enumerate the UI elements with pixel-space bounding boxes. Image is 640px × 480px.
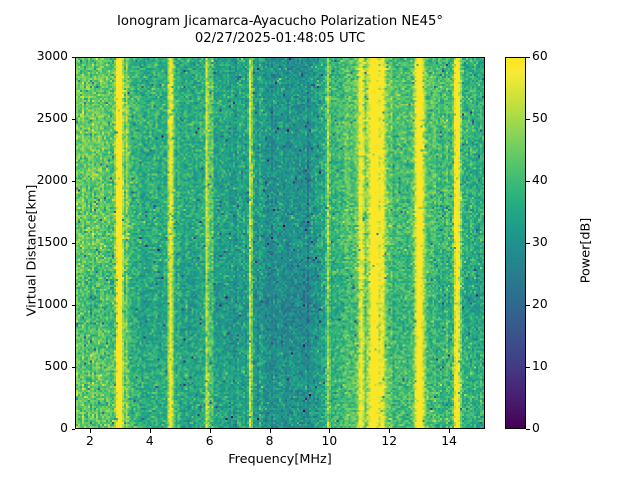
- y-tick-1500: [71, 243, 75, 245]
- colorbar-tick-20: [526, 305, 530, 307]
- colorbar-ticklabel-10: 10: [532, 359, 548, 373]
- figure-title: Ionogram Jicamarca-Ayacucho Polarization…: [0, 14, 560, 47]
- y-ticklabel-2000: 2000: [36, 173, 68, 187]
- ionogram-heatmap-canvas: [76, 58, 484, 428]
- colorbar-gradient: [506, 58, 525, 428]
- x-ticklabel-12: 12: [381, 434, 398, 448]
- y-ticklabel-2500: 2500: [36, 111, 68, 125]
- x-ticklabel-10: 10: [321, 434, 338, 448]
- y-tick-0: [71, 429, 75, 431]
- x-tick-6: [209, 429, 211, 433]
- colorbar-ticklabel-50: 50: [532, 111, 548, 125]
- title-line-1: Ionogram Jicamarca-Ayacucho Polarization…: [117, 14, 443, 29]
- x-tick-14: [449, 429, 451, 433]
- colorbar-tick-10: [526, 367, 530, 369]
- colorbar-tick-50: [526, 119, 530, 121]
- y-tick-1000: [71, 305, 75, 307]
- x-ticklabel-4: 4: [145, 434, 154, 448]
- y-tick-2000: [71, 181, 75, 183]
- ionogram-plot-area: [75, 57, 485, 429]
- y-tick-500: [71, 367, 75, 369]
- y-axis-label: Virtual Distance[km]: [24, 184, 40, 317]
- x-tick-8: [269, 429, 271, 433]
- title-line-2: 02/27/2025-01:48:05 UTC: [194, 30, 366, 46]
- colorbar-ticklabel-60: 60: [532, 49, 548, 63]
- x-ticklabel-14: 14: [441, 434, 457, 448]
- x-tick-2: [89, 429, 92, 433]
- x-axis-label: Frequency[MHz]: [228, 452, 332, 467]
- y-ticklabel-500: 500: [44, 359, 68, 373]
- colorbar-tick-0: [526, 429, 530, 431]
- x-ticklabel-8: 8: [265, 434, 274, 448]
- x-ticklabel-2: 2: [86, 434, 94, 448]
- colorbar-tick-30: [526, 243, 530, 245]
- colorbar-label: Power[dB]: [578, 217, 594, 284]
- x-tick-12: [389, 429, 391, 433]
- colorbar-ticklabel-40: 40: [532, 173, 548, 187]
- colorbar-tick-60: [526, 57, 530, 59]
- x-ticklabel-6: 6: [205, 434, 214, 448]
- x-tick-10: [329, 429, 331, 433]
- y-ticklabel-1000: 1000: [36, 297, 68, 311]
- colorbar-ticklabel-20: 20: [532, 297, 548, 311]
- colorbar-tick-40: [526, 181, 530, 183]
- y-ticklabel-1500: 1500: [36, 235, 68, 249]
- y-ticklabel-3000: 3000: [36, 49, 68, 63]
- y-ticklabel-0: 0: [60, 421, 68, 435]
- colorbar-ticklabel-0: 0: [532, 421, 540, 435]
- colorbar-ticklabel-30: 30: [532, 235, 548, 249]
- y-tick-2500: [71, 119, 75, 121]
- y-axis-ticks: 0 500 1000 1500 2000 2500 3000: [0, 0, 68, 480]
- x-tick-4: [149, 429, 151, 433]
- colorbar: [505, 57, 526, 429]
- y-tick-3000: [71, 57, 75, 59]
